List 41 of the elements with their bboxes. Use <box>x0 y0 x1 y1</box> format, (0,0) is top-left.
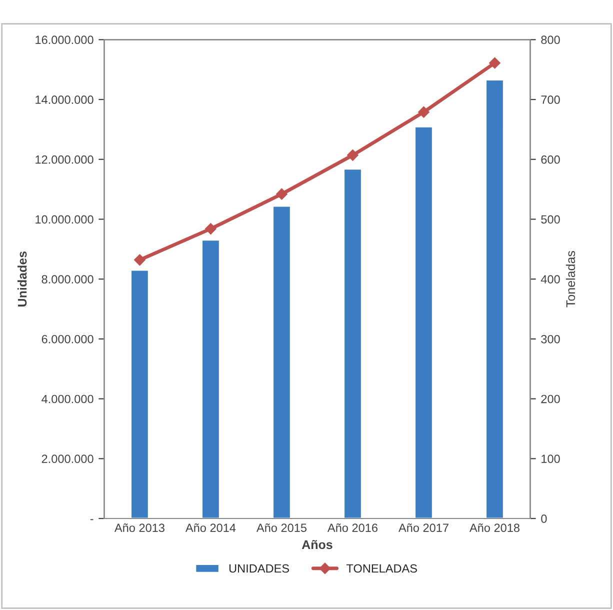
point <box>418 106 430 118</box>
y2-tick-label: 200 <box>541 394 560 404</box>
y2-tick-label: 0 <box>541 514 547 523</box>
bar <box>414 126 434 518</box>
y2-tick-label: 500 <box>541 215 560 224</box>
y2-tick-label: 700 <box>541 96 560 104</box>
x-tick-label: Año 2014 <box>185 523 236 532</box>
bar <box>201 239 220 518</box>
point <box>347 150 358 161</box>
y2-tick-label: 600 <box>541 155 560 164</box>
y-tick-label: 16.000.000 <box>36 36 94 44</box>
x-tick-label: Año 2013 <box>114 523 164 532</box>
point <box>276 188 288 200</box>
y2-tick-label: 300 <box>541 334 560 344</box>
y-tick-label: 6.000.000 <box>42 334 94 344</box>
y2-tick-label: 800 <box>541 36 560 44</box>
bar <box>343 168 362 518</box>
bar <box>130 269 150 518</box>
y2-tick-label: 100 <box>542 454 560 464</box>
legend-label: TONELADAS <box>346 564 417 573</box>
y-axis-title: Unidades <box>18 251 27 306</box>
y-tick-label: 10.000.000 <box>36 215 94 224</box>
bar <box>272 205 292 518</box>
point <box>205 223 216 234</box>
y-tick-label: 4.000.000 <box>42 394 94 404</box>
bar <box>485 79 504 518</box>
x-axis-title: Años <box>302 540 332 550</box>
y2-tick-label: 400 <box>540 275 560 284</box>
y-tick-label: 12.000.000 <box>36 155 94 164</box>
y-tick-label: 2.000.000 <box>42 454 94 464</box>
legend-label: UNIDADES <box>229 564 290 573</box>
x-tick-label: Año 2015 <box>256 523 307 532</box>
point <box>134 254 146 266</box>
x-tick-label: Año 2017 <box>398 523 448 532</box>
y-tick-label: 8.000.000 <box>42 275 94 284</box>
y-tick-label: - <box>90 519 94 520</box>
x-tick-label: Año 2018 <box>469 523 520 532</box>
y-tick-label: 14.000.000 <box>36 96 94 104</box>
x-tick-label: Año 2016 <box>327 523 378 532</box>
y2-axis-title: Toneladas <box>566 251 576 308</box>
point <box>489 57 500 69</box>
